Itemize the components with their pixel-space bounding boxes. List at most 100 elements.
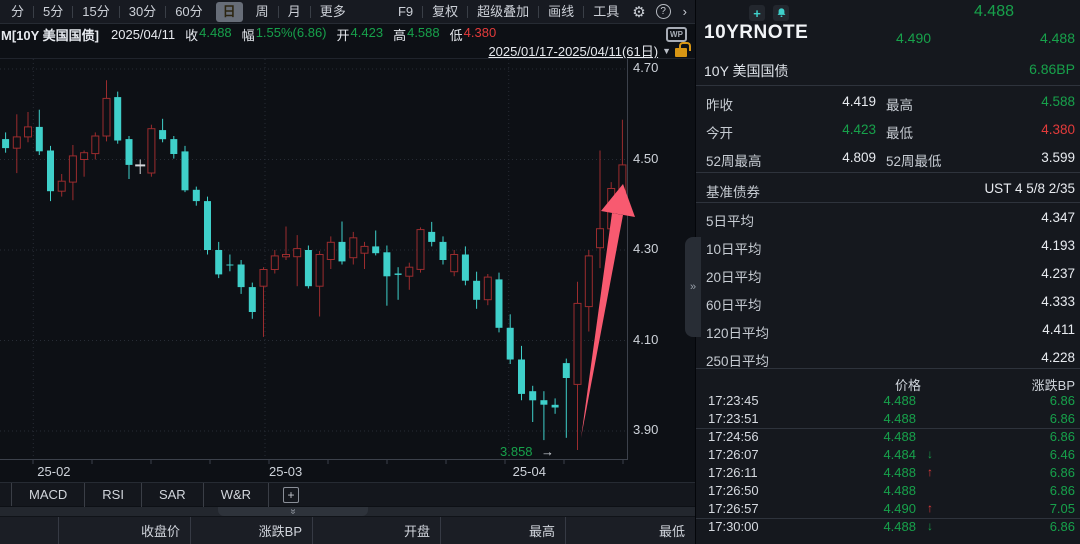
date-range-row: 2025/01/17-2025/04/11(61日) ▼ — [488, 42, 695, 59]
candlestick-chart[interactable]: 3.858 → — [0, 58, 695, 464]
tool-item-F9[interactable]: F9 — [397, 3, 414, 19]
chevron-right-icon[interactable]: › — [682, 4, 687, 19]
period-toolbar: 分 5分 15分 30分 60分日周 月 更多 F9 复权 超级叠加 画线 工具 ⚙? › — [0, 0, 695, 24]
trades-bp-header: 涨跌BP — [1031, 378, 1075, 393]
date-range-selector[interactable]: 2025/01/17-2025/04/11(61日) — [488, 44, 659, 59]
bottom-column-最高: 最高 — [440, 517, 565, 544]
instrument-label: M[10Y 美国国债] — [1, 28, 99, 43]
ohlc-label-收: 收 — [185, 28, 199, 43]
pane-divider[interactable]: » — [0, 507, 695, 516]
chevron-down-icon[interactable]: ▼ — [662, 45, 671, 56]
panel-collapse-handle[interactable]: » — [685, 237, 701, 337]
ohlc-label-低: 低 — [449, 28, 463, 43]
current-price: 4.488 — [973, 3, 1014, 20]
add-indicator-button[interactable]: + — [283, 486, 300, 503]
svg-text:→: → — [541, 444, 554, 459]
instrument-name: 10Y 美国国债 — [704, 63, 789, 79]
ohlc-fields: 收 4.488 幅 1.55%(6.86) 开 4.423 高 4.588 低 4.380 — [175, 25, 496, 44]
toolbar-separator — [118, 5, 120, 18]
add-to-watchlist-button[interactable]: + — [749, 5, 765, 21]
ma-value: 4.411 — [1042, 322, 1075, 337]
wp-monitor-icon[interactable]: WP — [666, 27, 687, 42]
change-bp: 6.86BP — [1029, 61, 1075, 77]
tool-item-工具[interactable]: 工具 — [593, 3, 620, 19]
plus-icon: + — [753, 5, 761, 21]
ma-label: 60日平均 — [706, 298, 762, 313]
ohlc-label-高: 高 — [393, 28, 407, 43]
period-tab-更多[interactable]: 更多 — [319, 3, 346, 19]
toolbar-separator — [33, 5, 35, 18]
svg-text:3.858: 3.858 — [500, 444, 533, 459]
price-tick-4.30: 4.30 — [633, 241, 659, 256]
period-tab-5分[interactable]: 5分 — [43, 3, 64, 19]
tool-item-画线[interactable]: 画线 — [548, 3, 575, 19]
ma-value: 4.333 — [1041, 294, 1075, 309]
time-tick-25-04: 25-04 — [512, 464, 546, 479]
indicator-tab-RSI[interactable]: RSI — [85, 483, 142, 507]
trades-price-header: 价格 — [894, 378, 921, 393]
tool-item-超级叠加[interactable]: 超级叠加 — [477, 3, 530, 19]
indicator-tab-SAR[interactable]: SAR — [142, 483, 204, 507]
price-tick-4.70: 4.70 — [633, 60, 659, 75]
trade-time: 17:26:50 — [708, 483, 759, 498]
price-tick-4.10: 4.10 — [633, 331, 659, 347]
toolbar-separator — [165, 5, 167, 18]
bottom-column-blank — [0, 517, 58, 544]
help-icon[interactable]: ? — [655, 4, 671, 19]
ma-label: 120日平均 — [706, 326, 770, 341]
bottom-column-开盘: 开盘 — [312, 517, 440, 544]
trade-price: 4.488 — [883, 393, 916, 408]
period-tab-15分[interactable]: 15分 — [82, 3, 110, 19]
stat-label-52周最低: 52周最低 — [886, 154, 942, 169]
period-tab-周[interactable]: 周 — [255, 3, 269, 19]
unlock-icon[interactable] — [675, 42, 691, 57]
divider-drag-handle[interactable]: » — [218, 507, 368, 516]
bottom-column-涨跌BP: 涨跌BP — [190, 517, 312, 544]
time-tick-25-02: 25-02 — [37, 464, 71, 479]
trade-price: 4.488 — [883, 519, 916, 534]
price-tick-4.50: 4.50 — [633, 150, 659, 166]
ohlc-value-高: 4.588 — [407, 25, 440, 40]
trade-price: 4.484 — [883, 447, 916, 462]
ohlc-value-低: 4.380 — [463, 25, 497, 40]
price-down-arrow-icon: ↓ — [927, 519, 933, 533]
stat-value-今开: 4.423 — [842, 122, 876, 137]
stat-value-52周最高: 4.809 — [842, 150, 876, 165]
stat-row: 今开 4.423 最低 4.380 — [696, 122, 1080, 141]
trade-time: 17:26:07 — [708, 447, 759, 462]
tool-group: F9 复权 超级叠加 画线 工具 ⚙? › — [389, 0, 695, 23]
toolbar-separator — [422, 5, 424, 18]
period-tab-30分[interactable]: 30分 — [128, 3, 157, 19]
trade-row: 17:26:07 4.484 ↓ 6.46 — [696, 447, 1080, 465]
ma-value: 4.237 — [1041, 266, 1075, 281]
price-down-arrow-icon: ↓ — [927, 447, 933, 461]
period-tab-分[interactable]: 分 — [11, 3, 25, 19]
price-alert-button[interactable] — [773, 5, 789, 21]
period-tab-group: 分 5分 15分 30分 60分日周 月 更多 — [0, 0, 355, 23]
period-tab-月[interactable]: 月 — [287, 3, 301, 19]
stat-label-52周最高: 52周最高 — [706, 154, 762, 169]
indicator-tab-MACD[interactable]: MACD — [12, 483, 86, 507]
gear-icon[interactable]: ⚙ — [632, 3, 646, 21]
trade-bp: 6.86 — [1049, 393, 1075, 408]
trade-row: 17:26:50 4.488 6.86 — [696, 483, 1080, 501]
bell-icon — [777, 8, 785, 17]
trade-row: 17:26:57 4.490 ↑ 7.05 — [696, 501, 1080, 519]
period-tab-日[interactable]: 日 — [215, 1, 243, 22]
chart-info-row: M[10Y 美国国债] 2025/04/11 收 4.488 幅 1.55%(6.86… — [0, 25, 695, 44]
chart-date: 2025/04/11 — [111, 27, 176, 42]
ma-label: 250日平均 — [706, 354, 770, 369]
trade-price: 4.488 — [883, 429, 916, 444]
tool-item-复权[interactable]: 复权 — [432, 3, 459, 19]
period-tab-60分[interactable]: 60分 — [175, 3, 203, 19]
bottom-column-最低: 最低 — [565, 517, 695, 544]
indicator-tab-W&R[interactable]: W&R — [204, 483, 270, 507]
price-up-arrow-icon: ↑ — [927, 465, 933, 479]
trade-time: 17:26:11 — [708, 465, 758, 480]
stat-row: 52周最高 4.809 52周最低 3.599 — [696, 150, 1080, 169]
bottom-column-收盘价: 收盘价 — [58, 517, 190, 544]
collapse-chevron-icon: » — [287, 508, 299, 515]
trade-price: 4.488 — [883, 411, 916, 426]
toolbar-separator — [277, 5, 279, 18]
trade-bp: 6.86 — [1049, 519, 1075, 534]
